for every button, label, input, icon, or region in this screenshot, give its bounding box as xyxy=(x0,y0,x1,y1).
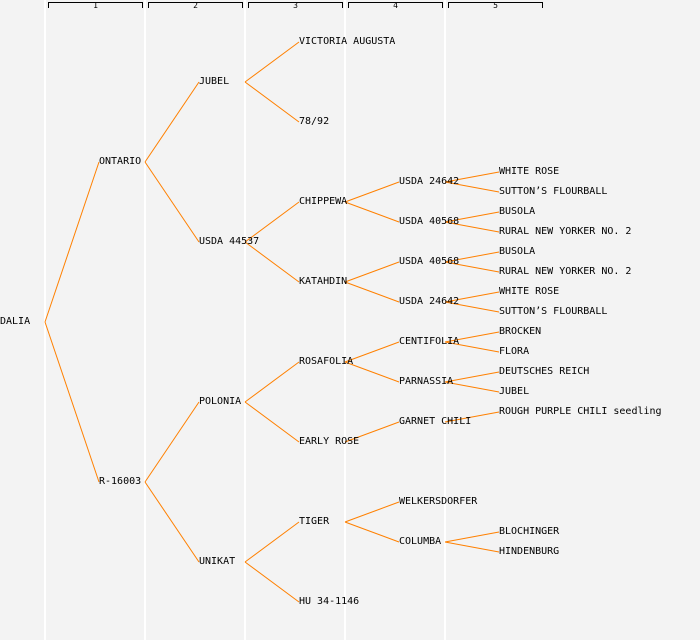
pedigree-link xyxy=(244,241,300,283)
pedigree-link xyxy=(44,161,100,323)
pedigree-link xyxy=(144,481,200,563)
pedigree-link xyxy=(344,501,400,523)
column-divider xyxy=(44,0,46,640)
pedigree-link xyxy=(444,211,500,223)
pedigree-node[interactable]: UNIKAT xyxy=(199,556,236,567)
pedigree-link xyxy=(444,301,500,313)
pedigree-link xyxy=(444,251,500,263)
pedigree-link xyxy=(144,161,200,243)
pedigree-node[interactable]: USDA 24642 xyxy=(399,296,460,307)
pedigree-node[interactable]: SUTTON’S FLOURBALL xyxy=(499,306,608,317)
pedigree-link xyxy=(444,411,500,423)
pedigree-node[interactable]: BUSOLA xyxy=(499,246,536,257)
pedigree-node[interactable]: HINDENBURG xyxy=(499,546,560,557)
column-number: 3 xyxy=(293,1,298,10)
pedigree-link xyxy=(344,521,400,543)
pedigree-node[interactable]: R-16003 xyxy=(99,476,142,487)
pedigree-node[interactable]: BROCKEN xyxy=(499,326,542,337)
pedigree-link xyxy=(344,281,400,303)
column-divider xyxy=(144,0,146,640)
pedigree-node[interactable]: ROUGH PURPLE CHILI seedling xyxy=(499,406,662,417)
pedigree-node[interactable]: RURAL NEW YORKER NO. 2 xyxy=(499,226,632,237)
pedigree-node[interactable]: EARLY ROSE xyxy=(299,436,360,447)
pedigree-link xyxy=(444,381,500,393)
pedigree-node[interactable]: ONTARIO xyxy=(99,156,142,167)
pedigree-node[interactable]: HU 34-1146 xyxy=(299,596,360,607)
pedigree-link xyxy=(344,361,400,383)
pedigree-link xyxy=(244,521,300,563)
pedigree-node[interactable]: CHIPPEWA xyxy=(299,196,348,207)
pedigree-link xyxy=(244,561,300,603)
column-divider xyxy=(244,0,246,640)
pedigree-node[interactable]: FLORA xyxy=(499,346,530,357)
pedigree-node[interactable]: DEUTSCHES REICH xyxy=(499,366,590,377)
pedigree-node[interactable]: KATAHDIN xyxy=(299,276,348,287)
pedigree-link xyxy=(444,341,500,353)
pedigree-node[interactable]: POLONIA xyxy=(199,396,242,407)
pedigree-node[interactable]: JUBEL xyxy=(199,76,230,87)
pedigree-link xyxy=(444,181,500,193)
column-bracket xyxy=(448,2,543,8)
pedigree-link xyxy=(244,361,300,403)
pedigree-link xyxy=(244,201,300,243)
pedigree-link xyxy=(144,81,200,163)
pedigree-link xyxy=(444,331,500,343)
pedigree-link xyxy=(44,321,100,483)
pedigree-link xyxy=(444,541,500,553)
pedigree-node[interactable]: VICTORIA AUGUSTA xyxy=(299,36,396,47)
pedigree-link xyxy=(244,81,300,123)
pedigree-link xyxy=(444,291,500,303)
pedigree-node[interactable]: PARNASSIA xyxy=(399,376,454,387)
column-divider xyxy=(444,0,446,640)
pedigree-link xyxy=(344,421,400,443)
column-bracket xyxy=(148,2,243,8)
column-number: 2 xyxy=(193,1,198,10)
column-number: 5 xyxy=(493,1,498,10)
pedigree-link xyxy=(444,171,500,183)
pedigree-link xyxy=(144,401,200,483)
pedigree-node[interactable]: BLOCHINGER xyxy=(499,526,560,537)
pedigree-node[interactable]: ROSAFOLIA xyxy=(299,356,354,367)
column-bracket xyxy=(48,2,143,8)
column-bracket xyxy=(248,2,343,8)
pedigree-link xyxy=(444,371,500,383)
pedigree-link xyxy=(244,401,300,443)
column-bracket xyxy=(348,2,443,8)
pedigree-node[interactable]: BUSOLA xyxy=(499,206,536,217)
pedigree-node[interactable]: 78/92 xyxy=(299,116,330,127)
pedigree-link xyxy=(444,221,500,233)
pedigree-node[interactable]: WELKERSDORFER xyxy=(399,496,478,507)
pedigree-node[interactable]: TIGER xyxy=(299,516,330,527)
pedigree-node[interactable]: USDA 40568 xyxy=(399,216,460,227)
pedigree-link xyxy=(344,181,400,203)
column-divider xyxy=(344,0,346,640)
pedigree-node[interactable]: DALIA xyxy=(0,316,31,327)
pedigree-link xyxy=(444,531,500,543)
pedigree-node[interactable]: COLUMBA xyxy=(399,536,442,547)
pedigree-node[interactable]: GARNET CHILI xyxy=(399,416,472,427)
column-number: 1 xyxy=(93,1,98,10)
pedigree-node[interactable]: USDA 44537 xyxy=(199,236,260,247)
pedigree-node[interactable]: WHITE ROSE xyxy=(499,166,560,177)
pedigree-link xyxy=(344,261,400,283)
pedigree-node[interactable]: USDA 40568 xyxy=(399,256,460,267)
pedigree-node[interactable]: SUTTON’S FLOURBALL xyxy=(499,186,608,197)
pedigree-link xyxy=(444,261,500,273)
pedigree-link xyxy=(244,41,300,83)
pedigree-node[interactable]: WHITE ROSE xyxy=(499,286,560,297)
pedigree-node[interactable]: CENTIFOLIA xyxy=(399,336,460,347)
pedigree-link xyxy=(344,201,400,223)
pedigree-node[interactable]: USDA 24642 xyxy=(399,176,460,187)
column-number: 4 xyxy=(393,1,398,10)
pedigree-link xyxy=(344,341,400,363)
pedigree-node[interactable]: JUBEL xyxy=(499,386,530,397)
pedigree-node[interactable]: RURAL NEW YORKER NO. 2 xyxy=(499,266,632,277)
